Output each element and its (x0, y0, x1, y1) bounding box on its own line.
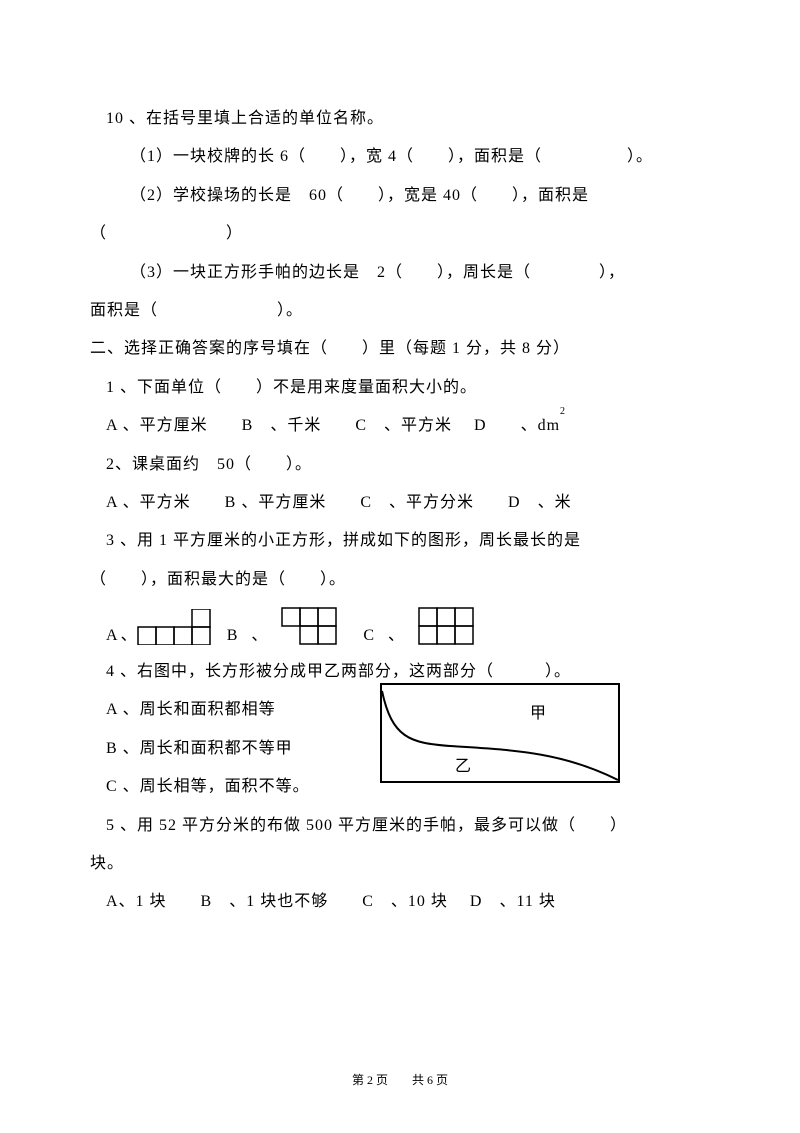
q3-label-b: B (227, 627, 238, 645)
q1-text: 1 、下面单位（ ）不是用来度量面积大小的。 (90, 369, 710, 407)
q5-text: 5 、用 52 平方分米的布做 500 平方厘米的手帕，最多可以做（ ） (90, 807, 710, 845)
q5-opts: A、1 块 B 、1 块也不够 C 、10 块 D 、11 块 (90, 883, 710, 921)
q4-wrap: 4 、右图中，长方形被分成甲乙两部分，这两部分（ ）。 A 、周长和面积都相等 … (90, 653, 710, 807)
q4-diagram: 甲 乙 (380, 683, 620, 788)
q10-title: 10 、在括号里填上合适的单位名称。 (90, 100, 710, 138)
q4-label-top: 甲 (530, 705, 546, 722)
q5-text2: 块。 (90, 845, 710, 883)
section2-title: 二、选择正确答案的序号填在（ ）里（每题 1 分，共 8 分） (90, 330, 710, 368)
q3-sep-2: 、 (388, 621, 404, 645)
q3-shape-b (281, 607, 353, 645)
q10-sub2: （2）学校操场的长是 60（ ），宽是 40（ ），面积是 (90, 177, 710, 215)
q3-sep-1: 、 (251, 621, 267, 645)
page-footer: 第 2 页 共 6 页 (0, 1071, 800, 1088)
q2-text: 2、课桌面约 50（ ）。 (90, 446, 710, 484)
q3-shapes-row: A 、 B 、 (90, 607, 710, 645)
footer-total: 共 6 页 (412, 1073, 448, 1087)
q3-text: 3 、用 1 平方厘米的小正方形，拼成如下的图形，周长最长的是 (90, 522, 710, 560)
q10-sub3: （3）一块正方形手帕的边长是 2（ ），周长是（ ）， (90, 254, 710, 292)
q3-shape-a (137, 609, 227, 645)
q1-opts-text: A 、平方厘米 B 、千米 C 、平方米 D 、dm (106, 417, 560, 434)
q3-text2: （ ），面积最大的是（ ）。 (90, 561, 710, 599)
q10-sub2b: （ ） (90, 215, 710, 253)
q2-opts: A 、平方米 B 、平方厘米 C 、平方分米 D 、米 (90, 484, 710, 522)
q10-sub3b: 面积是（ ）。 (90, 292, 710, 330)
q1-opts: A 、平方厘米 B 、千米 C 、平方米 D 、dm2 (90, 407, 710, 445)
q3-label-c: C (363, 627, 374, 645)
footer-page: 第 2 页 (352, 1073, 388, 1087)
q3-shape-d (418, 607, 490, 645)
q4-label-bottom: 乙 (455, 758, 471, 775)
q10-sub1: （1）一块校牌的长 6（ ），宽 4（ ），面积是（ ）。 (90, 138, 710, 176)
dm2-exponent: 2 (560, 406, 566, 417)
q3-label-a: A 、 (106, 621, 137, 645)
